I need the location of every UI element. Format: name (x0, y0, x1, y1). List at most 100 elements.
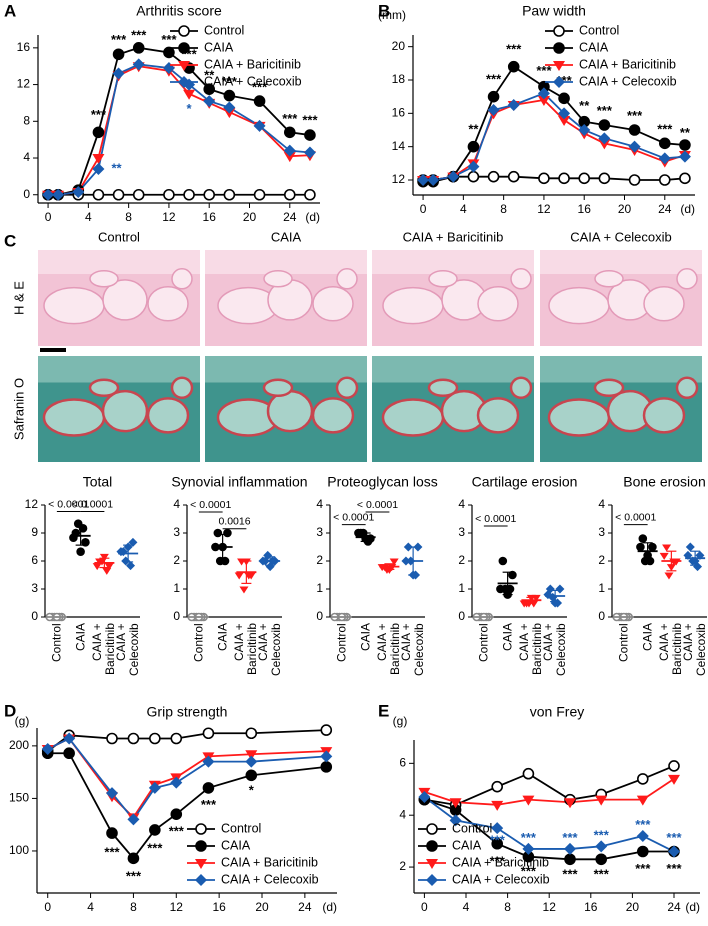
data-point (664, 572, 674, 580)
data-point (564, 798, 576, 809)
tissue-shape (102, 279, 148, 321)
data-point (636, 542, 645, 552)
x-tick-label: 24 (658, 202, 672, 216)
legend-label: CAIA (221, 838, 251, 852)
data-point (679, 172, 691, 185)
data-point (245, 750, 258, 761)
data-point (389, 558, 399, 566)
data-point (245, 755, 258, 768)
data-point (81, 538, 90, 547)
image-band (38, 250, 200, 274)
significance: *** (490, 833, 506, 848)
significance: *** (666, 861, 682, 876)
legend-marker (195, 859, 207, 869)
histology-image (372, 250, 534, 346)
p-value: < 0.0001 (615, 511, 656, 523)
p-value: < 0.0001 (475, 513, 516, 525)
data-point (106, 787, 118, 800)
significance: *** (169, 823, 185, 838)
x-tick-label: 24 (283, 210, 297, 224)
data-point (564, 853, 576, 866)
data-point (203, 83, 216, 95)
data-point (491, 837, 504, 850)
data-point (106, 732, 118, 745)
y-tick-label: 2 (458, 553, 465, 567)
y-tick-label: 150 (9, 791, 29, 805)
legend-marker (426, 840, 438, 852)
x-tick-label: 0 (420, 202, 427, 216)
x-tick-label: 4 (460, 202, 467, 216)
column-label: Control (98, 229, 140, 244)
y-tick-label: 3 (31, 581, 38, 595)
significance: *** (104, 845, 120, 860)
data-point (558, 116, 571, 126)
x-tick-label: Control (49, 623, 64, 662)
histology-image (372, 356, 534, 462)
data-point (223, 188, 236, 201)
legend-label: CAIA + Celecoxib (579, 74, 677, 88)
data-point (202, 727, 215, 740)
y-tick-label: 1 (316, 581, 323, 595)
data-point (239, 586, 249, 594)
data-point (245, 727, 258, 740)
data-point (112, 188, 125, 201)
data-point (636, 773, 649, 785)
legend-label: CAIA + Baricitinib (204, 57, 301, 71)
series-line (47, 752, 327, 860)
x-tick-label: 4 (463, 900, 470, 914)
data-point (558, 107, 571, 120)
data-point (427, 174, 440, 186)
x-tick-label: 0 (44, 900, 51, 914)
panel-label: B (378, 1, 390, 20)
data-point (253, 95, 266, 107)
x-unit: (d) (685, 900, 700, 914)
series-line (47, 729, 327, 752)
p-value: < 0.0001 (333, 511, 374, 523)
tissue-shape (593, 378, 625, 398)
tissue-shape (42, 398, 106, 437)
legend-label: CAIA + Celecoxib (204, 74, 302, 88)
legend-label: Control (579, 23, 619, 37)
image-band (205, 356, 367, 383)
series-line (423, 175, 686, 181)
y-tick-label: 0 (598, 609, 605, 623)
y-tick-label: 100 (9, 843, 29, 857)
data-point (132, 42, 145, 54)
y-tick-label: 9 (31, 525, 38, 539)
x-tick-label: 20 (618, 202, 632, 216)
data-point (92, 563, 102, 571)
data-point (213, 528, 223, 538)
x-tick-label: CAIA (500, 623, 515, 652)
y-tick-label: 200 (9, 738, 29, 752)
data-point (283, 188, 296, 201)
image-band (540, 250, 702, 274)
data-point (102, 567, 112, 575)
data-point (320, 724, 333, 736)
data-point (538, 172, 550, 185)
p-value: < 0.0001 (48, 498, 89, 510)
data-point (628, 140, 641, 153)
chart-title: Grip strength (147, 704, 228, 720)
data-point (104, 563, 114, 571)
significance: ** (680, 125, 691, 140)
x-unit: (d) (322, 900, 337, 914)
histology-image (38, 356, 200, 462)
row-label: Safranin O (11, 378, 26, 440)
data-point (491, 800, 504, 811)
x-tick-label: 12 (170, 900, 184, 914)
data-point (183, 89, 196, 100)
y-tick-label: 4 (23, 150, 30, 164)
data-point (149, 732, 161, 745)
chart-title: Paw width (522, 3, 586, 19)
tissue-shape (382, 286, 444, 325)
data-point (491, 780, 504, 793)
x-tick-label: Control (334, 623, 349, 662)
significance: *** (486, 71, 502, 86)
data-point (449, 814, 462, 827)
data-point (558, 172, 570, 185)
data-point (183, 188, 195, 201)
data-point (678, 150, 691, 163)
data-point (519, 600, 529, 608)
data-point (127, 732, 140, 745)
significance: *** (131, 27, 147, 42)
